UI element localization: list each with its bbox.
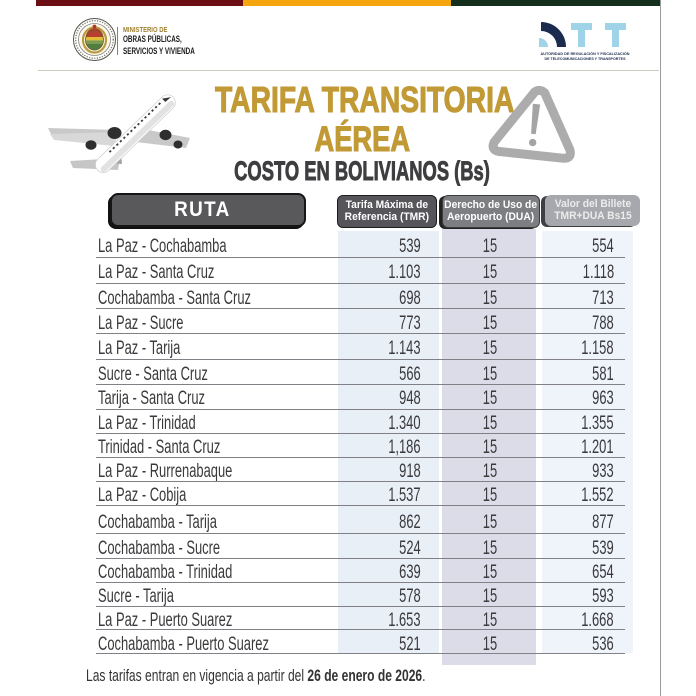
svg-text:DE TELECOMUNICACIONES Y TRANSP: DE TELECOMUNICACIONES Y TRANSPORTES [545,56,626,61]
svg-text:AUTORIDAD DE REGULACIÓN Y FISC: AUTORIDAD DE REGULACIÓN Y FISCALIZACIÓN [541,51,630,56]
